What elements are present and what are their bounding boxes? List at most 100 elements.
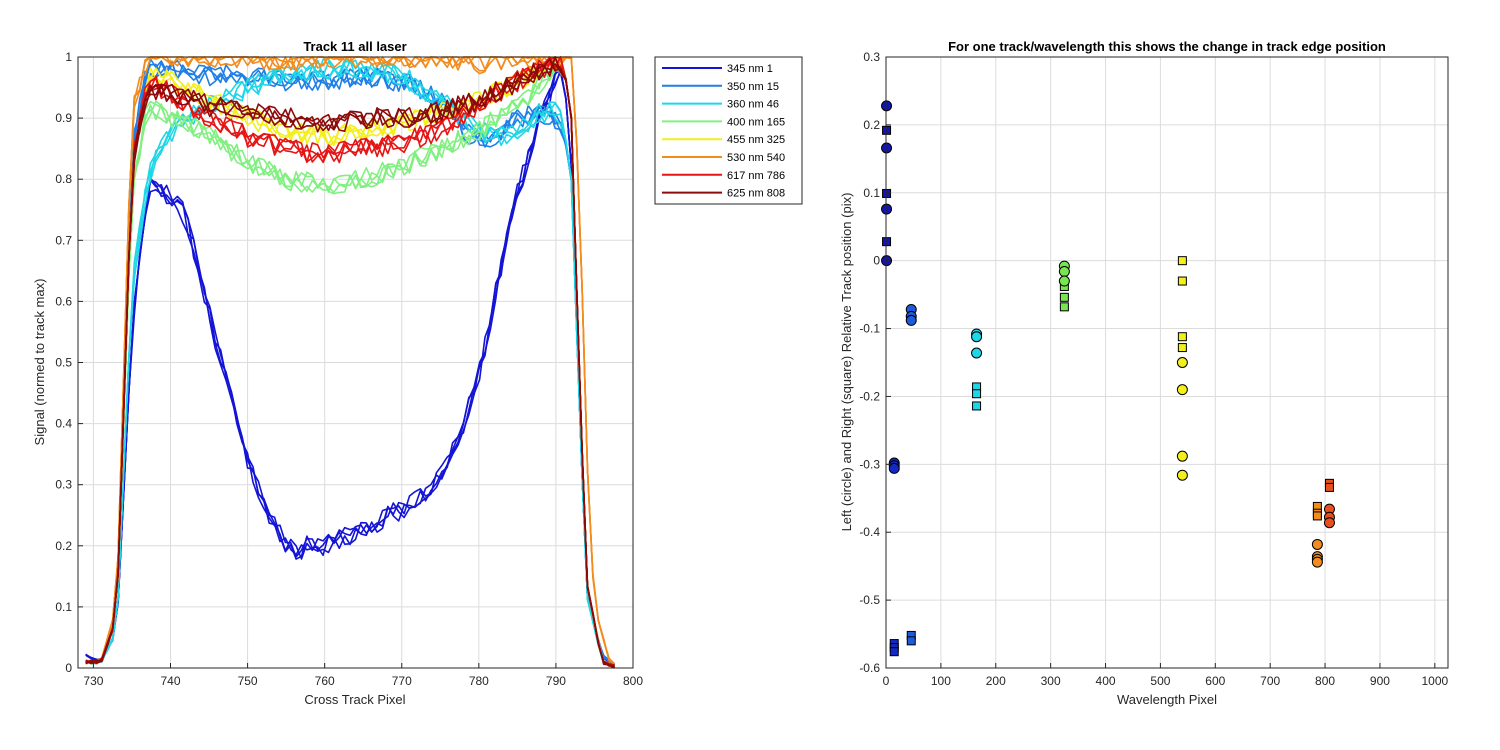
left-x-axis-label: Cross Track Pixel	[304, 692, 405, 707]
right-edge-square-marker	[889, 647, 899, 657]
right-x-tick-label: 0	[883, 674, 890, 688]
legend-label: 455 nm 325	[727, 134, 785, 146]
legend: 345 nm 1 350 nm 15 360 nm 46 400 nm 165 455 …	[654, 56, 803, 205]
left-x-tick-label: 730	[83, 674, 103, 688]
legend-label: 345 nm 1	[727, 63, 773, 75]
right-x-tick-label: 300	[1041, 674, 1061, 688]
left-x-tick-label: 770	[392, 674, 412, 688]
right-edge-square-marker	[972, 401, 982, 411]
right-x-tick-label: 1000	[1421, 674, 1448, 688]
legend-box	[654, 56, 803, 205]
legend-label: 530 nm 540	[727, 152, 785, 164]
series-line-345-nm-1	[85, 71, 616, 668]
left-x-tick-label: 780	[469, 674, 489, 688]
right-edge-square-marker	[1312, 511, 1322, 521]
right-y-tick-label: -0.5	[859, 593, 880, 607]
right-plot-area	[886, 57, 1448, 668]
series-line-360-nm-46	[85, 58, 615, 667]
series-line-400-nm-165	[85, 66, 616, 669]
left-edge-circle-marker	[1176, 469, 1188, 481]
series-line-625-nm-808	[85, 58, 615, 667]
left-y-tick-label: 0	[65, 661, 72, 675]
left-edge-circle-marker	[881, 142, 893, 154]
right-edge-square-marker	[972, 389, 982, 399]
right-x-tick-label: 700	[1260, 674, 1280, 688]
right-edge-square-marker	[1059, 302, 1069, 312]
right-x-tick-label: 100	[931, 674, 951, 688]
left-y-axis-label: Signal (normed to track max)	[32, 279, 47, 446]
right-ticks: 0 100 200 300 400 500 600 700 800 900 1000 -0.6 -0.5…	[859, 50, 1448, 688]
left-edge-circle-marker	[881, 100, 893, 112]
right-x-axis-label: Wavelength Pixel	[1117, 692, 1217, 707]
left-x-tick-label: 750	[238, 674, 258, 688]
right-edge-square-marker	[1177, 332, 1187, 342]
left-ticks: 730 740 750 760 770 780 790 800 0 0.1 0.2 0.3 0.4 0.5…	[55, 50, 643, 688]
left-x-tick-label: 790	[546, 674, 566, 688]
legend-items: 345 nm 1 350 nm 15 360 nm 46 400 nm 165 455 …	[662, 63, 785, 200]
right-edge-square-marker	[1177, 276, 1187, 286]
left-x-tick-label: 740	[160, 674, 180, 688]
series-line-350-nm-15	[85, 65, 615, 666]
left-edge-circle-marker	[1176, 357, 1188, 368]
series-line-455-nm-325	[85, 56, 615, 669]
series-line-350-nm-15	[85, 61, 616, 667]
left-edge-circle-marker	[1311, 556, 1323, 568]
series-line-617-nm-786	[85, 56, 615, 667]
legend-label: 617 nm 786	[727, 170, 785, 182]
legend-label: 350 nm 15	[727, 81, 779, 93]
right-y-tick-label: -0.3	[859, 457, 880, 471]
right-y-tick-label: 0.1	[863, 186, 880, 200]
series-line-345-nm-1	[85, 69, 615, 666]
right-y-tick-label: -0.2	[859, 389, 880, 403]
right-x-tick-label: 600	[1205, 674, 1225, 688]
right-chart-title: For one track/wavelength this shows the …	[948, 39, 1386, 54]
left-y-tick-label: 0.3	[55, 478, 72, 492]
right-edge-square-marker	[1059, 292, 1069, 302]
left-y-tick-label: 0.5	[55, 356, 72, 370]
left-edge-circle-marker	[1176, 450, 1188, 462]
left-y-tick-label: 0.8	[55, 172, 72, 186]
right-edge-square-marker	[906, 636, 916, 646]
right-y-tick-label: 0.3	[863, 50, 880, 64]
right-points-group	[881, 100, 1335, 657]
right-x-tick-label: 500	[1150, 674, 1170, 688]
left-edge-circle-marker	[1176, 384, 1188, 396]
right-x-tick-label: 200	[986, 674, 1006, 688]
left-x-tick-label: 760	[315, 674, 335, 688]
left-y-tick-label: 1	[65, 50, 72, 64]
legend-label: 360 nm 46	[727, 99, 779, 111]
left-y-tick-label: 0.7	[55, 233, 72, 247]
left-edge-circle-marker	[881, 203, 893, 215]
right-y-tick-label: 0.2	[863, 118, 880, 132]
left-edge-circle-marker	[1323, 517, 1335, 529]
right-axes-box	[885, 56, 1449, 669]
left-y-tick-label: 0.4	[55, 417, 72, 431]
right-y-tick-label: -0.1	[859, 322, 880, 336]
left-edge-circle-marker	[1058, 275, 1070, 287]
legend-label: 400 nm 165	[727, 116, 785, 128]
right-edge-square-marker	[1324, 482, 1334, 492]
right-edge-square-marker	[882, 125, 892, 135]
left-y-tick-label: 0.1	[55, 600, 72, 614]
right-edge-square-marker	[882, 188, 892, 198]
right-edge-square-marker	[882, 237, 892, 247]
left-series-group	[85, 56, 616, 669]
left-edge-circle-marker	[1311, 538, 1323, 550]
right-y-tick-label: -0.4	[859, 525, 880, 539]
right-x-tick-label: 400	[1096, 674, 1116, 688]
right-scatter-chart: 0 100 200 300 400 500 600 700 800 900 1000 -0.6 -0.5…	[839, 39, 1449, 707]
left-y-tick-label: 0.6	[55, 294, 72, 308]
left-edge-circle-marker	[905, 314, 917, 326]
right-edge-square-marker	[1177, 256, 1187, 266]
left-x-tick-label: 800	[623, 674, 643, 688]
legend-label: 625 nm 808	[727, 188, 785, 200]
left-chart-title: Track 11 all laser	[303, 39, 406, 54]
left-edge-circle-marker	[888, 462, 900, 474]
right-x-tick-label: 900	[1370, 674, 1390, 688]
left-y-tick-label: 0.9	[55, 111, 72, 125]
right-edge-square-marker	[1177, 343, 1187, 353]
left-edge-circle-marker	[971, 347, 983, 359]
left-edge-circle-marker	[971, 331, 983, 343]
right-y-tick-label: -0.6	[859, 661, 880, 675]
